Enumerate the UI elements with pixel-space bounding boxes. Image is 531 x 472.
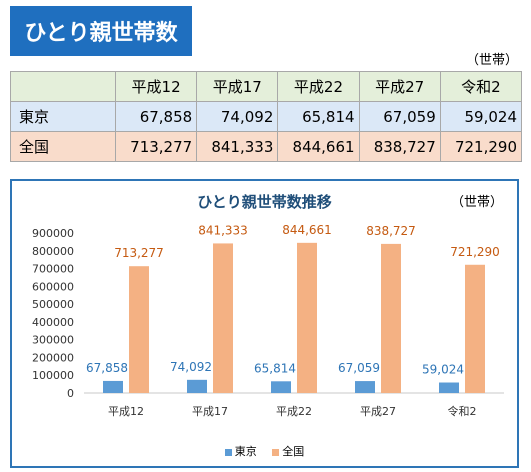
column-header: 平成22 <box>277 71 360 102</box>
table-row-tokyo: 東京 67,858 74,092 65,814 67,059 59,024 <box>10 101 523 132</box>
column-header: 平成17 <box>196 71 279 102</box>
x-tick-label: 平成12 <box>108 405 144 418</box>
data-label: 841,333 <box>198 223 248 237</box>
legend-label: 全国 <box>282 445 305 458</box>
column-header: 平成12 <box>114 71 198 102</box>
bar-zenkoku <box>297 242 317 393</box>
y-tick-label: 400000 <box>32 316 74 329</box>
table-cell: 65,814 <box>277 101 360 132</box>
chart-panel: ひとり親世帯数推移 （世帯） 0 100000 200000 300000 400000… <box>10 179 519 468</box>
y-tick-label: 300000 <box>32 334 74 347</box>
data-label: 67,858 <box>86 361 128 375</box>
y-tick-label: 0 <box>67 387 74 400</box>
table-cell: 67,858 <box>114 101 198 132</box>
legend-swatch-tokyo <box>224 448 232 456</box>
bar-tokyo <box>187 379 207 393</box>
bar-chart: 0 100000 200000 300000 400000 500000 600000 700… <box>32 223 504 418</box>
table-corner-cell <box>10 71 116 102</box>
row-label: 全国 <box>10 131 116 162</box>
bar-zenkoku <box>465 264 485 393</box>
bar-zenkoku <box>381 243 401 393</box>
chart-legend: 東京 全国 <box>12 443 517 459</box>
legend-swatch-zenkoku <box>272 448 280 456</box>
bar-tokyo <box>355 381 375 393</box>
y-tick-label: 200000 <box>32 351 74 364</box>
table-cell: 721,290 <box>439 131 523 162</box>
data-label: 65,814 <box>254 361 296 375</box>
column-header: 令和2 <box>439 71 523 102</box>
y-tick-label: 600000 <box>32 280 74 293</box>
data-label: 74,092 <box>170 360 212 374</box>
y-tick-label: 800000 <box>32 245 74 258</box>
data-label: 59,024 <box>422 363 464 377</box>
bar-zenkoku <box>129 266 149 393</box>
data-label: 713,277 <box>114 246 164 260</box>
table-cell: 67,059 <box>358 101 441 132</box>
legend-item-zenkoku: 全国 <box>272 443 304 459</box>
legend-item-tokyo: 東京 <box>224 443 257 459</box>
x-tick-label: 平成17 <box>192 405 228 418</box>
table-cell: 59,024 <box>439 101 523 132</box>
bar-tokyo <box>439 382 459 393</box>
chart-title: ひとり親世帯数推移 <box>197 193 332 211</box>
chart-unit: （世帯） <box>450 195 503 210</box>
x-tick-label: 平成22 <box>276 405 312 418</box>
table-cell: 713,277 <box>114 131 198 162</box>
table-header-row: 平成12 平成17 平成22 平成27 令和2 <box>10 71 523 102</box>
table-row-zenkoku: 全国 713,277 841,333 844,661 838,727 721,2… <box>10 131 523 162</box>
legend-label: 東京 <box>234 445 257 458</box>
bar-tokyo <box>271 381 291 393</box>
data-label: 844,661 <box>282 223 332 237</box>
x-tick-label: 平成27 <box>360 405 396 418</box>
table-unit: （世帯） <box>466 53 519 68</box>
table-cell: 74,092 <box>196 101 279 132</box>
table-cell: 841,333 <box>196 131 279 162</box>
stats-table: 平成12 平成17 平成22 平成27 令和2 東京 67,858 74,092… <box>10 71 523 162</box>
column-header: 平成27 <box>358 71 441 102</box>
data-label: 838,727 <box>366 224 416 238</box>
bar-tokyo <box>103 380 123 393</box>
y-tick-label: 500000 <box>32 298 74 311</box>
row-label: 東京 <box>10 101 116 132</box>
data-label: 721,290 <box>450 245 500 259</box>
table-cell: 838,727 <box>358 131 441 162</box>
x-tick-label: 令和2 <box>448 404 477 418</box>
table-cell: 844,661 <box>277 131 360 162</box>
page-title: ひとり親世帯数 <box>10 6 192 56</box>
bar-zenkoku <box>213 243 233 393</box>
y-tick-label: 700000 <box>32 263 74 276</box>
data-label: 67,059 <box>338 361 380 375</box>
y-tick-label: 900000 <box>32 227 74 240</box>
y-tick-label: 100000 <box>32 369 74 382</box>
